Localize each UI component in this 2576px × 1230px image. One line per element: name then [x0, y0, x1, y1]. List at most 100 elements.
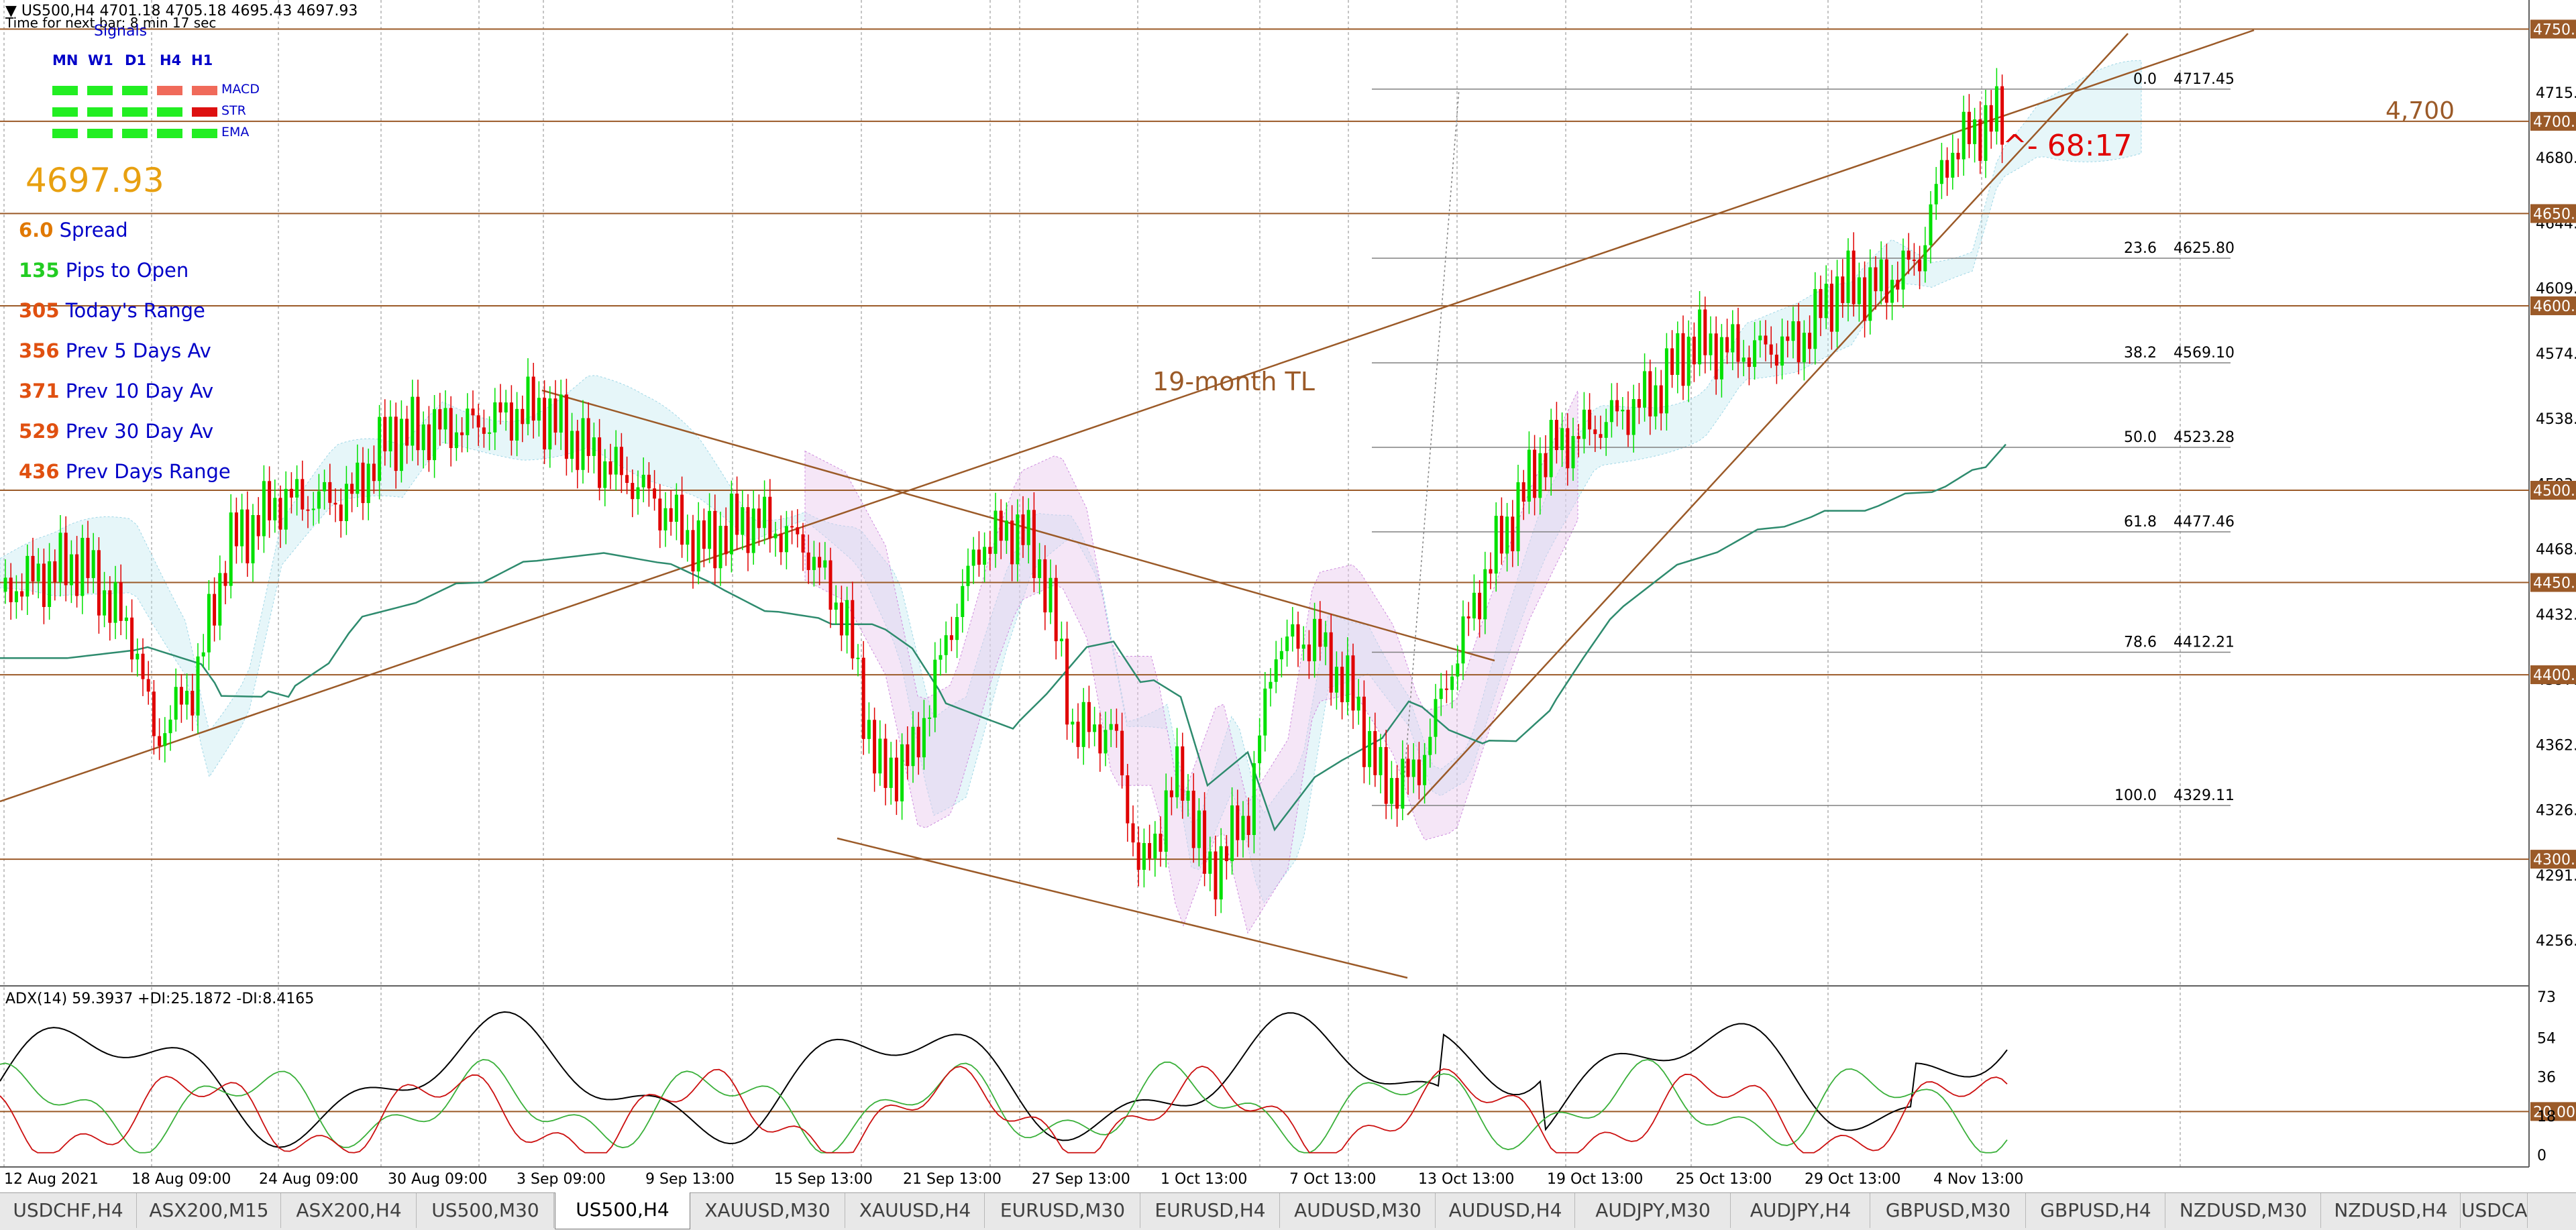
candle-body — [443, 408, 447, 430]
candle-body — [1741, 357, 1746, 362]
price-tag: 4300.00 — [2533, 852, 2576, 869]
candle-body — [1521, 482, 1525, 502]
candle-body — [658, 498, 662, 530]
candle-body — [916, 726, 920, 758]
chart-grid — [0, 0, 2530, 1168]
candle-body — [1588, 409, 1592, 430]
candle-body — [559, 394, 563, 433]
collapse-triangle-icon[interactable]: ▼ — [5, 3, 21, 19]
tab-xauusd-m30[interactable]: XAUUSD,M30 — [690, 1193, 845, 1228]
candle-body — [64, 533, 68, 585]
price-tick: 4362.10 — [2536, 737, 2576, 754]
candle-body — [1967, 111, 1971, 144]
candle-body — [729, 494, 733, 555]
candle-body — [1813, 288, 1817, 349]
candle-body — [124, 617, 128, 621]
candle-body — [163, 733, 167, 746]
candle-body — [1258, 735, 1262, 763]
tab-asx200-h4[interactable]: ASX200,H4 — [282, 1193, 417, 1228]
candle-body — [421, 424, 425, 451]
candle-body — [1774, 354, 1778, 366]
candle-body — [608, 461, 612, 475]
candle-body — [570, 431, 574, 459]
candle-body — [537, 398, 541, 421]
channel-lower — [837, 837, 1408, 979]
candle-body — [1907, 250, 1911, 260]
candle-body — [295, 479, 299, 498]
symbol-tabs: USDCHF,H4 ASX200,M15 ASX200,H4 US500,M30 US5… — [0, 1192, 2576, 1230]
candle-body — [405, 418, 409, 446]
tab-audusd-h4[interactable]: AUDUSD,H4 — [1436, 1193, 1575, 1228]
candle-body — [971, 549, 975, 566]
candle-body — [213, 594, 217, 626]
tab-us500-h4[interactable]: US500,H4 — [555, 1192, 690, 1229]
price-tag: 4450.00 — [2533, 575, 2576, 592]
price-tick: 4256.05 — [2536, 933, 2576, 950]
candle-body — [1423, 754, 1427, 785]
tab-audjpy-m30[interactable]: AUDJPY,M30 — [1576, 1193, 1731, 1228]
candle-body — [1989, 105, 1993, 132]
tab-gbpusd-h4[interactable]: GBPUSD,H4 — [2027, 1193, 2165, 1228]
info-row: 371 Prev 10 Day Av — [19, 380, 213, 402]
candle-body — [378, 416, 382, 482]
candle-body — [1291, 624, 1295, 637]
candlesticks — [3, 68, 2004, 917]
time-tick: 18 Aug 09:00 — [131, 1171, 231, 1188]
candle-body — [1208, 851, 1212, 874]
candle-body — [3, 577, 7, 592]
candle-body — [207, 594, 211, 653]
time-tick: 30 Aug 09:00 — [388, 1171, 487, 1188]
tab-usdcad-h4[interactable]: USDCAD,H4 — [2461, 1193, 2528, 1228]
candle-body — [1081, 702, 1085, 747]
candle-body — [1494, 516, 1498, 574]
candle-body — [1203, 810, 1207, 874]
price-tag-bg — [2530, 665, 2576, 685]
candle-body — [1554, 420, 1558, 451]
tab-nzdusd-m30[interactable]: NZDUSD,M30 — [2166, 1193, 2321, 1228]
candle-body — [268, 481, 272, 520]
price-tick: 4609.55 — [2536, 281, 2576, 298]
candle-body — [828, 560, 833, 610]
tab-us500-m30[interactable]: US500,M30 — [417, 1193, 554, 1228]
candle-body — [1670, 348, 1674, 375]
signal-label: STR — [221, 103, 246, 118]
candle-body — [75, 554, 79, 596]
info-label: Prev 30 Day Av — [59, 420, 214, 443]
tab-xauusd-h4[interactable]: XAUUSD,H4 — [846, 1193, 985, 1228]
candle-body — [108, 590, 112, 623]
candle-body — [1747, 357, 1751, 368]
info-value: 135 — [19, 259, 60, 282]
tab-audjpy-h4[interactable]: AUDJPY,H4 — [1731, 1193, 1870, 1228]
candle-body — [1098, 724, 1102, 754]
tab-eurusd-m30[interactable]: EURUSD,M30 — [985, 1193, 1140, 1228]
candle-body — [1087, 702, 1091, 732]
horizontal-levels — [0, 28, 2529, 860]
tab-asx200-m15[interactable]: ASX200,M15 — [138, 1193, 281, 1228]
tab-gbpusd-m30[interactable]: GBPUSD,M30 — [1871, 1193, 2026, 1228]
price-tick: 4432.80 — [2536, 607, 2576, 624]
time-tick: 1 Oct 13:00 — [1161, 1171, 1247, 1188]
candle-body — [438, 409, 442, 430]
tab-audusd-m30[interactable]: AUDUSD,M30 — [1281, 1193, 1436, 1228]
candle-body — [988, 547, 992, 554]
candle-body — [779, 533, 783, 553]
candle-body — [647, 474, 651, 489]
moving-average — [0, 443, 2006, 832]
time-tick: 4 Nov 13:00 — [1933, 1171, 2023, 1188]
candle-body — [581, 418, 585, 470]
candle-body — [48, 561, 52, 608]
candle-body — [229, 512, 233, 586]
candle-body — [1609, 400, 1613, 423]
tab-nzdusd-h4[interactable]: NZDUSD,H4 — [2322, 1193, 2461, 1228]
axes: 4715.604680.254644.904609.554574.204538.… — [4, 19, 2576, 1188]
candle-body — [1483, 569, 1487, 620]
tab-usdchf-h4[interactable]: USDCHF,H4 — [0, 1193, 137, 1228]
candle-body — [1406, 759, 1410, 777]
symbol-info: ▼ US500,H4 4701.18 4705.18 4695.43 4697.… — [5, 3, 358, 19]
tab-eurusd-h4[interactable]: EURUSD,H4 — [1141, 1193, 1280, 1228]
price-tick: 4326.75 — [2536, 803, 2576, 820]
candle-body — [356, 462, 360, 494]
candle-body — [1356, 696, 1360, 711]
candle-body — [823, 560, 827, 568]
